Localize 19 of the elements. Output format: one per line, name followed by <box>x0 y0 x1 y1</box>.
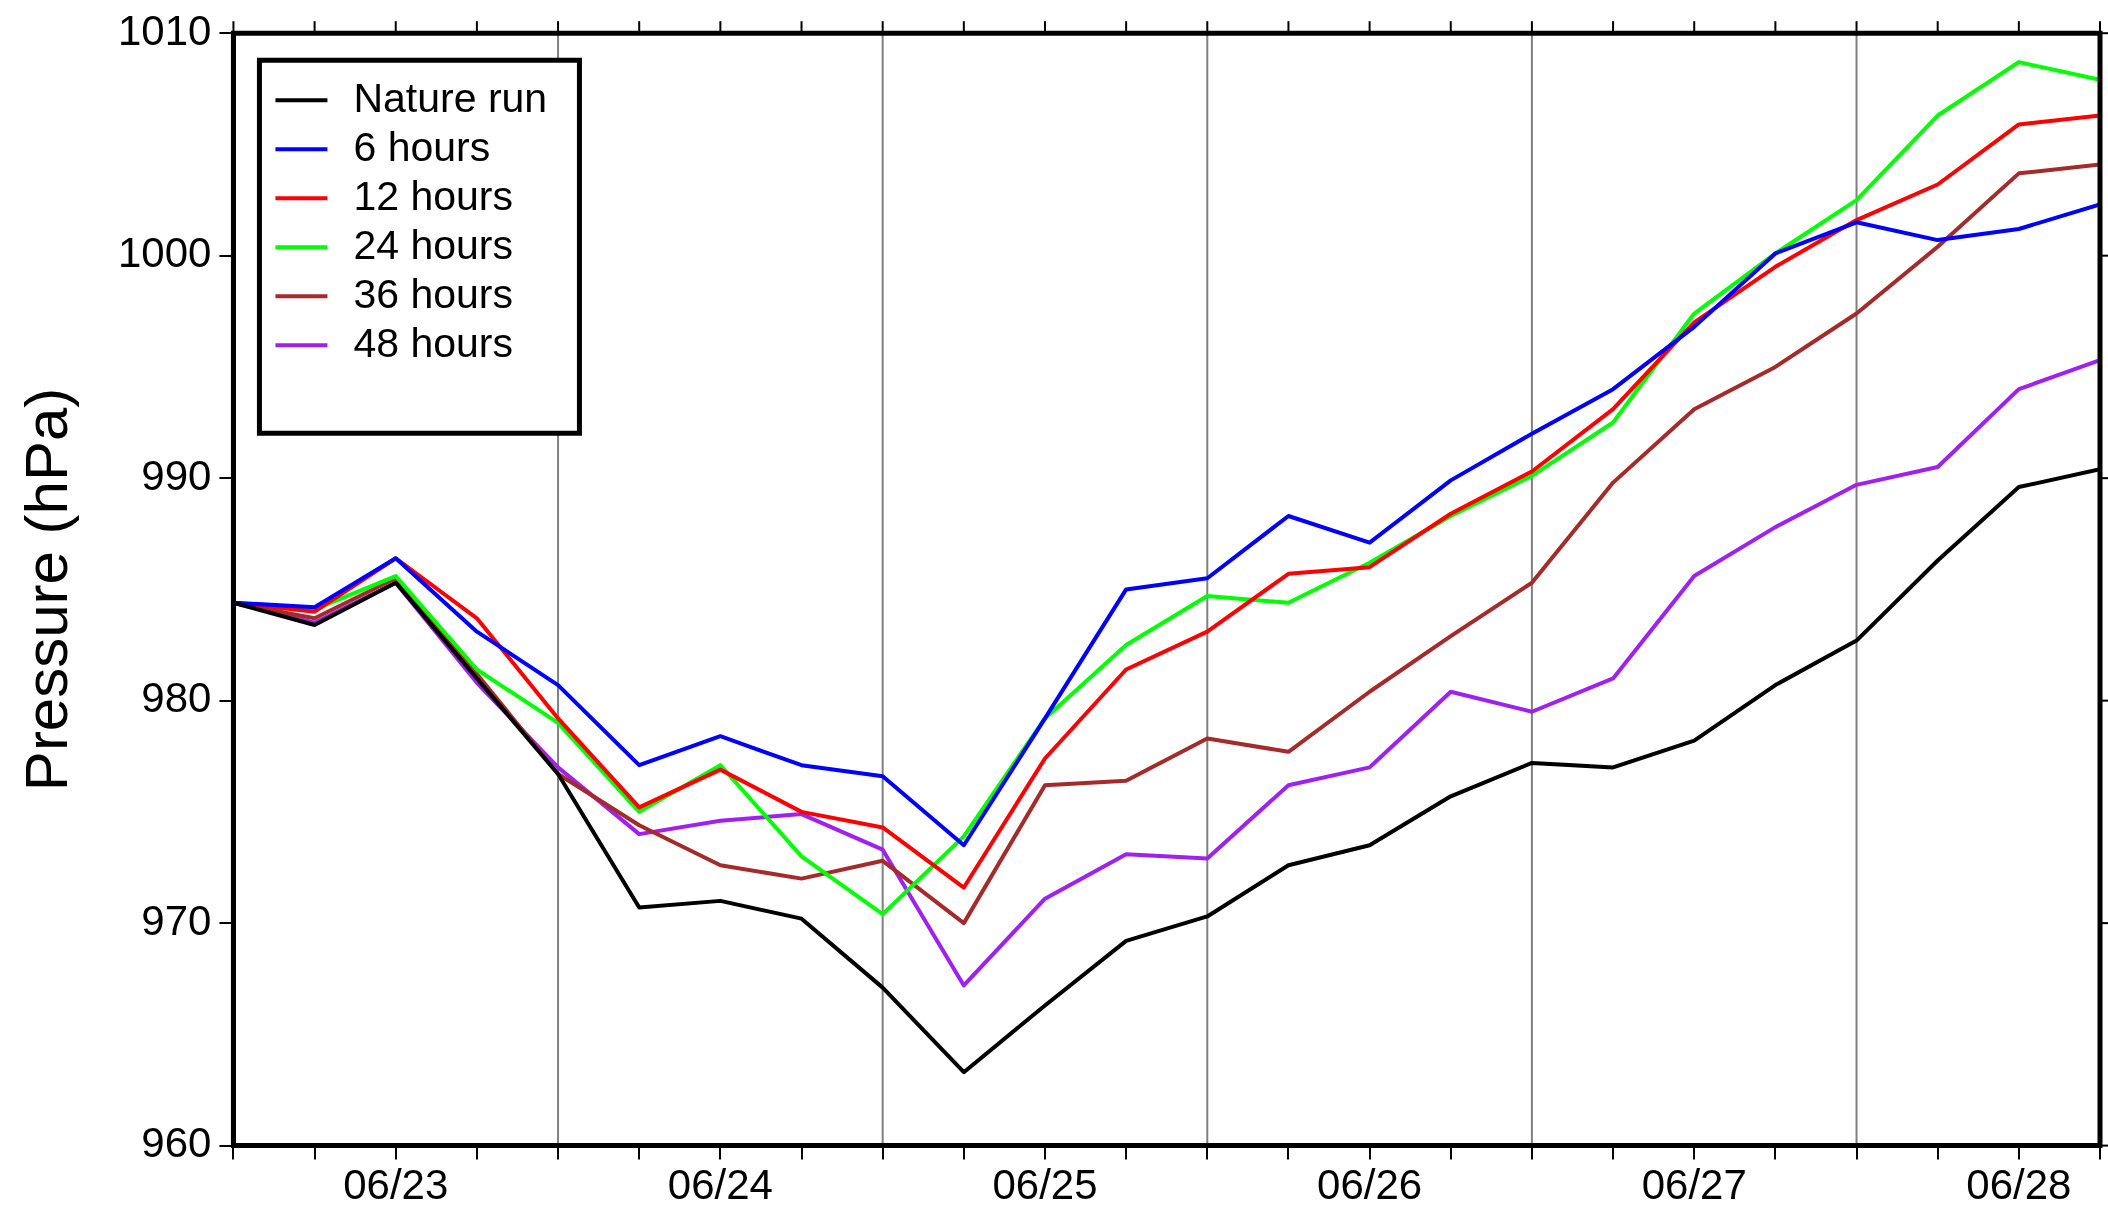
y-tick-label: 960 <box>141 1119 212 1167</box>
x-tick-label: 06/28 <box>1966 1161 2072 1209</box>
legend-label: 12 hours <box>353 172 513 219</box>
y-axis-title: Pressure (hPa) <box>12 387 80 792</box>
x-tick-label: 06/26 <box>1317 1161 1423 1209</box>
x-tick-label: 06/23 <box>343 1161 449 1209</box>
y-tick-label: 990 <box>141 451 212 499</box>
y-tick-label: 980 <box>141 674 212 722</box>
legend-label: 48 hours <box>353 319 513 366</box>
legend-label: Nature run <box>353 74 548 121</box>
legend-label: 36 hours <box>353 270 513 317</box>
legend-label: 6 hours <box>353 123 491 170</box>
x-tick-label: 06/25 <box>992 1161 1098 1209</box>
y-tick-label: 970 <box>141 896 212 944</box>
x-tick-label: 06/24 <box>667 1161 773 1209</box>
x-tick-label: 06/27 <box>1641 1161 1747 1209</box>
y-tick-label: 1010 <box>118 6 212 54</box>
legend-label: 24 hours <box>353 221 513 268</box>
y-tick-label: 1000 <box>118 229 212 277</box>
